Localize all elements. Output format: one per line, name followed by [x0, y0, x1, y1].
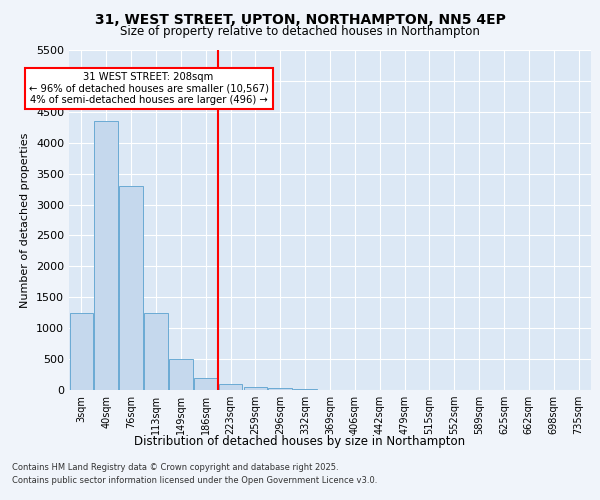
Text: Size of property relative to detached houses in Northampton: Size of property relative to detached ho… [120, 25, 480, 38]
Bar [219, 384, 242, 390]
Bar [94, 121, 118, 390]
Bar [144, 312, 168, 390]
Bar [194, 378, 218, 390]
Y-axis label: Number of detached properties: Number of detached properties [20, 132, 31, 308]
Bar [119, 186, 143, 390]
Bar [293, 389, 317, 390]
Text: Distribution of detached houses by size in Northampton: Distribution of detached houses by size … [134, 435, 466, 448]
Text: Contains HM Land Registry data © Crown copyright and database right 2025.: Contains HM Land Registry data © Crown c… [12, 462, 338, 471]
Text: 31, WEST STREET, UPTON, NORTHAMPTON, NN5 4EP: 31, WEST STREET, UPTON, NORTHAMPTON, NN5… [95, 12, 505, 26]
Bar [244, 387, 267, 390]
Bar [169, 359, 193, 390]
Text: 31 WEST STREET: 208sqm
← 96% of detached houses are smaller (10,567)
4% of semi-: 31 WEST STREET: 208sqm ← 96% of detached… [29, 72, 269, 105]
Text: Contains public sector information licensed under the Open Government Licence v3: Contains public sector information licen… [12, 476, 377, 485]
Bar [70, 312, 93, 390]
Bar [268, 388, 292, 390]
